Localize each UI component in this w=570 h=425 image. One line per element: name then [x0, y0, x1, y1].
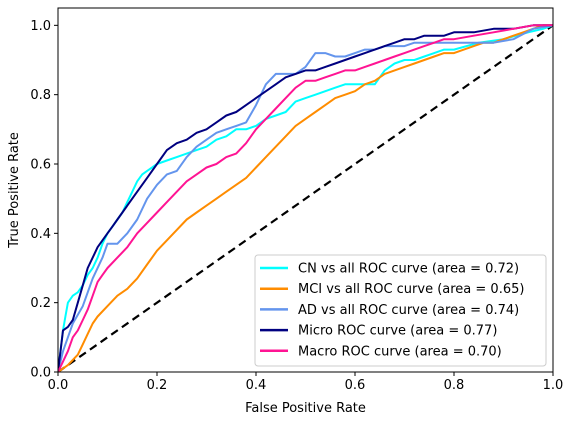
- y-tick-label: 0.2: [30, 296, 51, 311]
- legend-label: Micro ROC curve (area = 0.77): [298, 324, 497, 339]
- x-tick-label: 0.8: [444, 378, 465, 393]
- y-axis: 0.0 0.2 0.4 0.6 0.8 1.0: [30, 19, 58, 381]
- roc-series-line-0: [58, 24, 553, 372]
- legend-label: Macro ROC curve (area = 0.70): [298, 344, 502, 359]
- x-tick-label: 0.4: [246, 378, 267, 393]
- y-axis-label: True Positive Rate: [7, 132, 22, 249]
- x-tick-label: 0.0: [48, 378, 69, 393]
- y-tick-label: 0.8: [30, 88, 51, 103]
- legend-label: MCI vs all ROC curve (area = 0.65): [298, 282, 524, 297]
- chance-line: [58, 24, 553, 372]
- y-tick-label: 0.6: [30, 158, 51, 173]
- x-tick-label: 0.2: [147, 378, 168, 393]
- x-axis: 0.0 0.2 0.4 0.6 0.8 1.0: [48, 372, 564, 393]
- x-tick-label: 0.6: [345, 378, 366, 393]
- roc-series-line-2: [58, 24, 553, 372]
- legend: CN vs all ROC curve (area = 0.72) MCI vs …: [254, 254, 547, 367]
- roc-series-line-4: [58, 24, 553, 372]
- x-axis-label: False Positive Rate: [245, 401, 366, 416]
- plot-frame: [57, 7, 554, 373]
- legend-label: AD vs all ROC curve (area = 0.74): [298, 303, 519, 318]
- legend-box: [254, 254, 547, 367]
- y-tick-label: 0.4: [30, 227, 51, 242]
- roc-series-line-3: [58, 24, 553, 372]
- x-tick-label: 1.0: [543, 378, 564, 393]
- y-tick-label: 0.0: [30, 366, 51, 381]
- legend-label: CN vs all ROC curve (area = 0.72): [298, 262, 519, 277]
- roc-series-line-1: [58, 24, 553, 372]
- y-tick-label: 1.0: [30, 19, 51, 34]
